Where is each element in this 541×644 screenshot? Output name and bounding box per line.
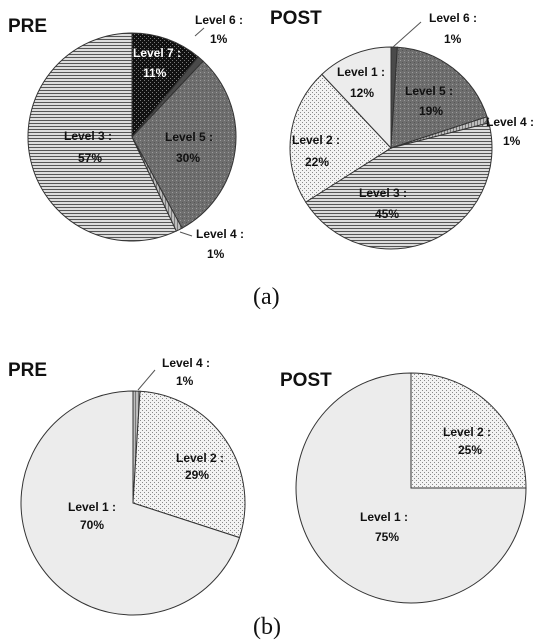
slice-value-level-6: 1% xyxy=(210,32,228,46)
pie-slice-level-2 xyxy=(410,372,527,489)
pie-chart-a-pre: PRE Level 7 : 11% Level 6 : 1% Level 5 :… xyxy=(8,13,244,261)
pie-slices xyxy=(27,32,237,242)
slice-value-level-4: 1% xyxy=(503,134,521,148)
slice-value-level-5: 19% xyxy=(419,104,443,118)
chart-title: POST xyxy=(270,8,322,29)
slice-value-level-4: 1% xyxy=(176,374,194,388)
pie-slice-level-3 xyxy=(305,122,493,250)
slice-label-level-4: Level 4 : xyxy=(162,356,210,370)
slice-value-level-2: 29% xyxy=(185,468,209,482)
chart-title: PRE xyxy=(8,16,47,37)
pie-chart-b-pre: PRE Level 4 : 1% Level 2 : 29% Level 1 :… xyxy=(8,356,246,616)
slice-label-level-4: Level 4 : xyxy=(196,227,244,241)
pie-chart-b-post: POST Level 2 : 25% Level 1 : 75% xyxy=(280,370,527,604)
slice-label-level-1: Level 1 : xyxy=(68,500,116,514)
pie-slice-level-2 xyxy=(132,390,246,539)
pie-slices xyxy=(295,372,527,604)
chart-title: PRE xyxy=(8,360,47,381)
slice-value-level-1: 75% xyxy=(375,530,399,544)
slice-value-level-3: 45% xyxy=(375,207,399,221)
slice-label-level-2: Level 2 : xyxy=(292,133,340,147)
slice-label-level-2: Level 2 : xyxy=(176,451,224,465)
slice-value-level-3: 57% xyxy=(78,151,102,165)
pie-slice-level-2 xyxy=(289,73,392,203)
slice-label-level-5: Level 5 : xyxy=(165,130,213,144)
pie-slice-level-1 xyxy=(321,46,392,150)
pie-slice-level-1 xyxy=(20,390,241,616)
chart-title: POST xyxy=(280,370,332,391)
slice-label-level-3: Level 3 : xyxy=(359,186,407,200)
pie-chart-a-post: POST Level 6 : 1% Level 5 : 19% Level 4 … xyxy=(270,8,534,250)
slice-value-level-6: 1% xyxy=(444,32,462,46)
slice-label-level-5: Level 5 : xyxy=(405,84,453,98)
pie-slice-level-5 xyxy=(131,60,237,229)
slice-label-level-6: Level 6 : xyxy=(429,11,477,25)
slice-label-level-1: Level 1 : xyxy=(360,510,408,524)
slice-value-level-2: 25% xyxy=(458,443,482,457)
slice-value-level-7: 11% xyxy=(143,66,167,80)
caption-b: (b) xyxy=(253,614,281,640)
pie-slice-level-3 xyxy=(27,32,177,242)
slice-label-level-4: Level 4 : xyxy=(486,115,534,129)
pie-slices xyxy=(20,390,246,616)
slice-value-level-5: 30% xyxy=(176,151,200,165)
slice-label-level-6: Level 6 : xyxy=(195,13,243,27)
slice-value-level-4: 1% xyxy=(207,247,225,261)
slice-value-level-2: 22% xyxy=(305,155,329,169)
pie-slices xyxy=(289,46,493,250)
slice-label-level-7: Level 7 : xyxy=(133,46,181,60)
pie-slice-level-5 xyxy=(390,46,488,149)
slice-value-level-1: 70% xyxy=(80,518,104,532)
slice-label-level-1: Level 1 : xyxy=(337,65,385,79)
slice-label-level-2: Level 2 : xyxy=(443,425,491,439)
pie-slice-level-1 xyxy=(295,372,527,604)
caption-a: (a) xyxy=(253,284,280,310)
slice-label-level-3: Level 3 : xyxy=(64,129,112,143)
pie-slice-level-7 xyxy=(131,32,199,139)
slice-value-level-1: 12% xyxy=(350,86,374,100)
